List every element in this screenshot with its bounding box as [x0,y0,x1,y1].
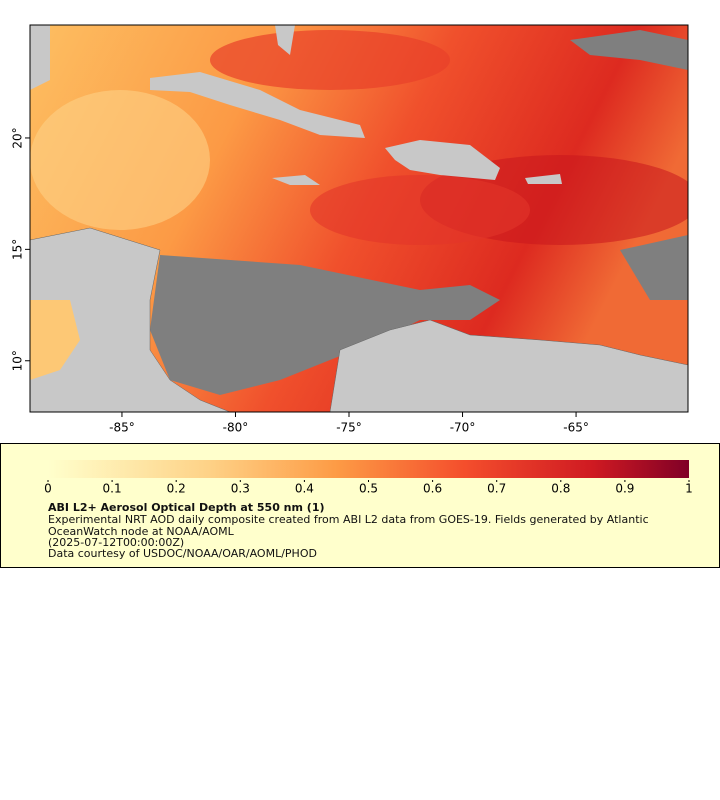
legend-description: Experimental NRT AOD daily composite cre… [48,513,649,538]
colorbar-tick-label: 0.8 [551,482,570,496]
colorbar-tick-label: 0.1 [103,482,122,496]
y-tick-label: 10° [11,350,25,371]
colorbar-tick-label: 0.5 [359,482,378,496]
colorbar-tick-label: 0.9 [615,482,634,496]
y-tick-label: 15° [11,239,25,260]
colorbar-tick-label: 0.7 [487,482,506,496]
colorbar-tick-label: 0.6 [423,482,442,496]
map-field [30,25,688,412]
colorbar-ramp [48,460,689,478]
x-tick-label: -80° [223,421,249,435]
colorbar-tick-label: 0.4 [295,482,314,496]
legend-credit: Data courtesy of USDOC/NOAA/OAR/AOML/PHO… [48,547,317,560]
x-tick-label: -65° [563,421,589,435]
colorbar-tick-label: 1 [685,482,693,496]
map-frame [29,24,689,413]
colorbar-tick-label: 0.3 [231,482,250,496]
colorbar-tick-label: 0 [44,482,52,496]
legend: 0 0.1 0.2 0.3 0.4 0.5 0.6 0.7 0.8 0.9 1 ABI L2+ Ae… [0,443,720,568]
x-tick-label: -70° [450,421,476,435]
colorbar-tick-label: 0.2 [167,482,186,496]
x-tick-label: -85° [109,421,135,435]
colorbar: 0 0.1 0.2 0.3 0.4 0.5 0.6 0.7 0.8 0.9 1 [44,460,693,496]
legend-title: ABI L2+ Aerosol Optical Depth at 550 nm … [48,501,325,514]
legend-time: (2025-07-12T00:00:00Z) [48,536,185,549]
map: -85° -80° -75° -70° -65° 10° 15° 20° [11,24,689,435]
y-tick-label: 20° [11,127,25,148]
x-tick-label: -75° [336,421,362,435]
